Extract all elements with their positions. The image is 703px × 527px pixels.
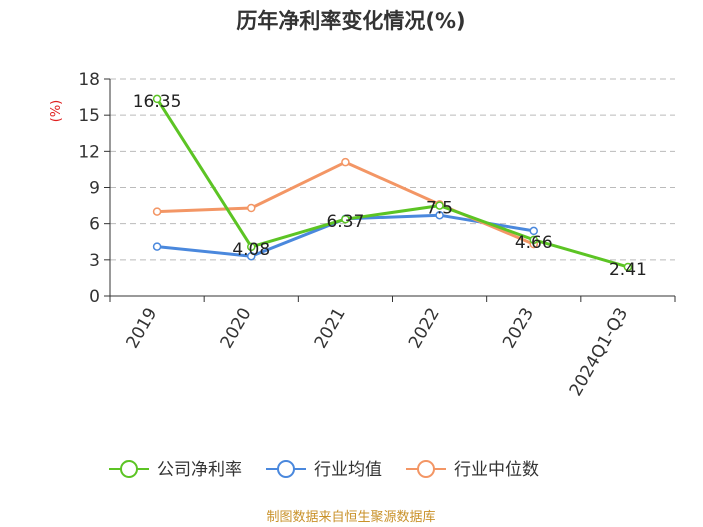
- data-point: [435, 210, 444, 220]
- data-label: 16.35: [133, 92, 182, 112]
- y-tick-label: 9: [89, 179, 100, 199]
- data-point: [623, 262, 633, 272]
- data-point: [247, 251, 256, 261]
- y-axis-label: (%): [49, 100, 64, 123]
- y-tick-label: 3: [89, 251, 100, 271]
- y-tick-label: 15: [78, 106, 100, 126]
- legend: 公司净利率 行业均值 行业中位数: [109, 460, 539, 480]
- data-point: [435, 201, 444, 210]
- x-tick-label: 2019: [122, 305, 161, 352]
- legend-marker: [417, 460, 435, 478]
- y-tick-label: 12: [78, 142, 100, 162]
- data-point: [247, 203, 256, 213]
- data-point: [152, 207, 162, 216]
- x-tick-label: 2024Q1-Q3: [566, 305, 633, 400]
- data-point: [247, 242, 256, 252]
- data-point: [152, 94, 162, 104]
- axes: 0 3 6 9 12 15 18 2019 2020 2021 2022 2023 2024Q1-Q3: [78, 70, 676, 400]
- gridlines: [110, 78, 675, 261]
- legend-item: 行业均值: [266, 460, 382, 480]
- data-label: 4.66: [515, 233, 553, 253]
- y-tick-label: 6: [89, 215, 100, 235]
- y-tick-label: 0: [89, 287, 100, 307]
- source-note: 制图数据来自恒生聚源数据库: [266, 509, 435, 525]
- series-layer: [152, 94, 633, 272]
- data-point: [341, 214, 350, 224]
- data-point: [529, 235, 538, 245]
- data-label: 6.37: [326, 212, 364, 232]
- data-label: 7.5: [426, 199, 453, 219]
- data-label: 4.08: [232, 240, 270, 260]
- series-line-0: [155, 98, 629, 269]
- data-point: [152, 242, 162, 251]
- data-point: [529, 226, 538, 236]
- x-tick-label: 2023: [499, 305, 538, 352]
- data-labels: 16.35 4.08 6.37 7.5 4.66 2.41: [133, 92, 647, 280]
- legend-marker: [277, 460, 295, 478]
- x-tick-label: 2020: [217, 305, 256, 352]
- x-tick-label: 2022: [405, 305, 444, 352]
- x-tick-label: 2021: [311, 305, 350, 352]
- y-tick-label: 18: [78, 70, 100, 90]
- legend-label: 公司净利率: [157, 460, 242, 480]
- chart-title: 历年净利率变化情况(%): [236, 9, 465, 33]
- data-point: [341, 157, 350, 167]
- legend-item: 行业中位数: [406, 460, 539, 480]
- legend-marker: [120, 460, 138, 478]
- data-label: 2.41: [609, 260, 647, 280]
- legend-label: 行业中位数: [454, 460, 539, 480]
- legend-item: 公司净利率: [109, 460, 242, 480]
- legend-label: 行业均值: [314, 460, 382, 480]
